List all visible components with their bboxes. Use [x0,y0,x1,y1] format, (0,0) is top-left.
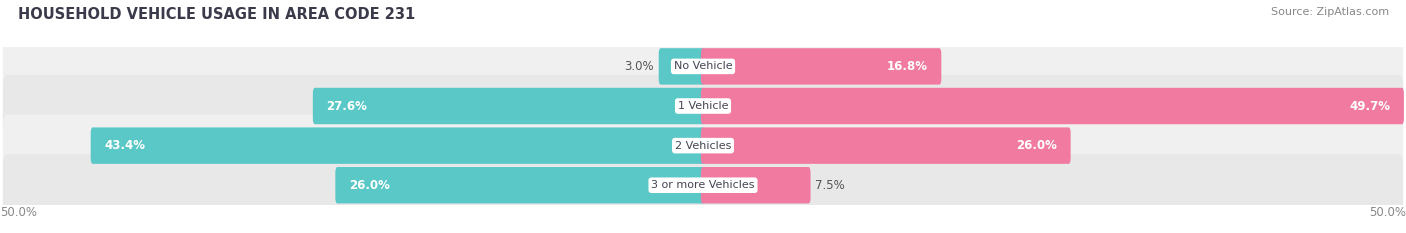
Text: 26.0%: 26.0% [1017,139,1057,152]
Text: 50.0%: 50.0% [1369,206,1406,219]
Text: 49.7%: 49.7% [1350,99,1391,113]
Text: Source: ZipAtlas.com: Source: ZipAtlas.com [1271,7,1389,17]
Text: 26.0%: 26.0% [349,179,389,192]
FancyBboxPatch shape [700,167,810,203]
Text: 16.8%: 16.8% [887,60,928,73]
FancyBboxPatch shape [700,127,1071,164]
Text: 1 Vehicle: 1 Vehicle [678,101,728,111]
FancyBboxPatch shape [91,127,704,164]
Text: 50.0%: 50.0% [0,206,37,219]
Text: 3 or more Vehicles: 3 or more Vehicles [651,180,755,190]
FancyBboxPatch shape [700,88,1403,124]
Text: 2 Vehicles: 2 Vehicles [675,141,731,151]
Text: No Vehicle: No Vehicle [673,62,733,71]
FancyBboxPatch shape [3,75,1403,137]
FancyBboxPatch shape [700,48,942,85]
FancyBboxPatch shape [3,154,1403,216]
FancyBboxPatch shape [658,48,706,85]
Text: 7.5%: 7.5% [815,179,845,192]
Text: 3.0%: 3.0% [624,60,654,73]
Text: 43.4%: 43.4% [104,139,145,152]
Text: HOUSEHOLD VEHICLE USAGE IN AREA CODE 231: HOUSEHOLD VEHICLE USAGE IN AREA CODE 231 [18,7,416,22]
FancyBboxPatch shape [336,167,706,203]
FancyBboxPatch shape [312,88,706,124]
FancyBboxPatch shape [3,35,1403,97]
Text: 27.6%: 27.6% [326,99,367,113]
FancyBboxPatch shape [3,115,1403,177]
